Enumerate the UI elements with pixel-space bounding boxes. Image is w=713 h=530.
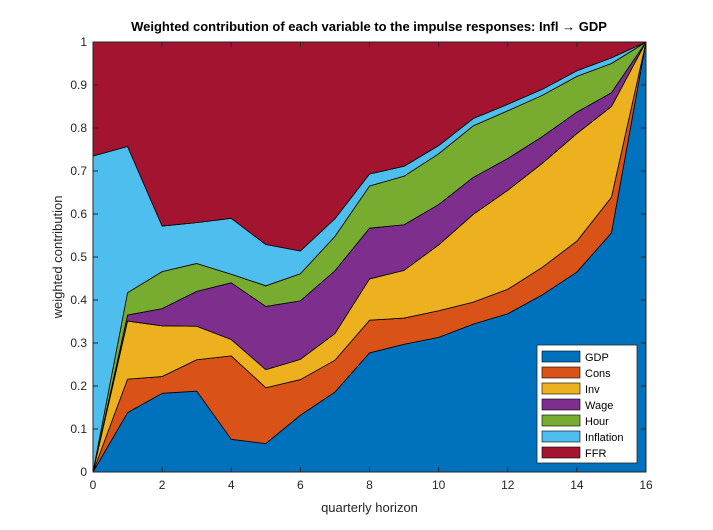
legend-label-wage: Wage [585, 400, 613, 412]
legend-swatch-gdp [541, 350, 581, 363]
legend-swatch-wage [541, 398, 581, 411]
legend-swatch-ffr [541, 446, 581, 459]
y-tick-label: 0.6 [70, 207, 87, 221]
legend-swatch-hour [541, 414, 581, 427]
y-tick-label: 0.7 [70, 164, 87, 178]
legend-label-cons: Cons [585, 368, 611, 380]
x-tick-label: 14 [570, 478, 584, 492]
y-tick-label: 1 [80, 35, 87, 49]
x-tick-label: 12 [501, 478, 515, 492]
legend-swatch-inflation [541, 430, 581, 443]
area-layers [92, 41, 647, 473]
x-tick-label: 8 [366, 478, 373, 492]
legend-swatch-inv [541, 382, 581, 395]
x-tick-label: 2 [159, 478, 166, 492]
legend-label-inv: Inv [585, 384, 600, 396]
y-axis-label: weighted contribution [50, 196, 65, 320]
legend-label-hour: Hour [585, 416, 609, 428]
chart-title: Weighted contribution of each variable t… [131, 19, 607, 34]
legend: GDP Cons Inv Wage Hour Inflation FFR [536, 344, 638, 464]
x-axis-label: quarterly horizon [321, 500, 418, 515]
y-tick-label: 0.8 [70, 121, 87, 135]
y-tick-label: 0.9 [70, 78, 87, 92]
legend-label-inflation: Inflation [585, 432, 624, 444]
x-tick-label: 10 [432, 478, 446, 492]
y-tick-label: 0.2 [70, 379, 87, 393]
legend-swatch-cons [541, 366, 581, 379]
y-axis: 0 0.1 0.2 0.3 0.4 0.5 0.6 0.7 0.8 0.9 1 [70, 35, 646, 479]
y-tick-label: 0.1 [70, 422, 87, 436]
y-tick-label: 0 [80, 465, 87, 479]
x-tick-label: 6 [297, 478, 304, 492]
legend-label-gdp: GDP [585, 352, 609, 364]
legend-label-ffr: FFR [585, 448, 606, 460]
x-tick-label: 16 [639, 478, 653, 492]
y-tick-label: 0.3 [70, 336, 87, 350]
y-tick-label: 0.4 [70, 293, 87, 307]
x-tick-label: 0 [90, 478, 97, 492]
y-tick-label: 0.5 [70, 250, 87, 264]
x-tick-label: 4 [228, 478, 235, 492]
x-axis: 0 2 4 6 8 10 12 14 16 [90, 42, 653, 492]
